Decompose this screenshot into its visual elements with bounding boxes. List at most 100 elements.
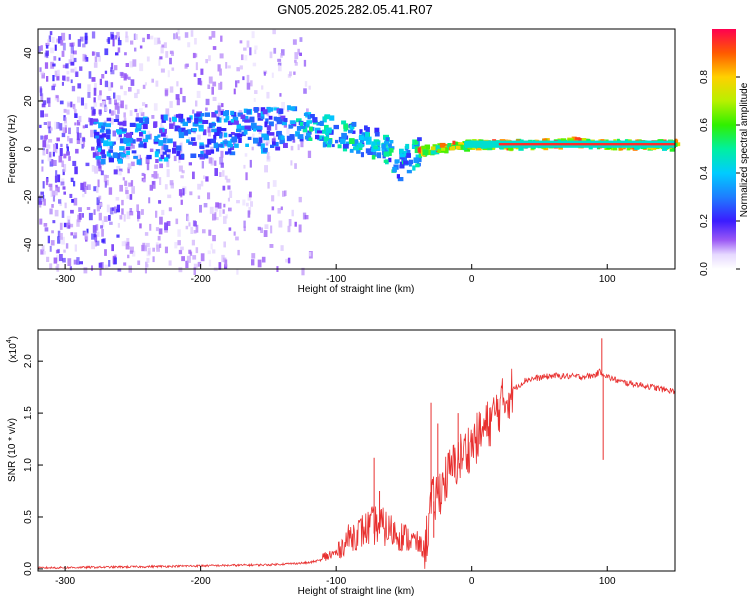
spectrogram-noise-cell (116, 204, 120, 213)
spectrogram-noise-cell (261, 137, 266, 144)
spectrogram-ridge-cell (280, 115, 286, 122)
spectrogram-noise-cell (277, 208, 281, 214)
spectrogram-noise-cell (238, 110, 243, 114)
spectrogram-noise-cell (77, 39, 81, 47)
spectrogram-ridge-cell (449, 146, 456, 151)
spectrogram-ridge-cell (365, 140, 371, 145)
spectrogram-noise-cell (280, 53, 283, 58)
spectrogram-noise-cell (116, 137, 120, 141)
spectrogram-noise-cell (66, 101, 71, 108)
spectrogram-noise-cell (106, 204, 110, 213)
spectrogram-ridge-cell (279, 108, 284, 114)
spectrogram-noise-cell (45, 178, 49, 186)
spectrogram-noise-cell (104, 70, 108, 74)
spectrogram-ridge-cell (194, 117, 199, 124)
spectrogram-noise-cell (70, 177, 74, 182)
spectrogram-ridge-cell (136, 128, 142, 132)
spectrogram-ridge-cell (100, 159, 106, 165)
spectrogram-noise-cell (69, 266, 72, 271)
spectrogram-noise-cell (252, 133, 255, 141)
spectrogram-ridge-cell (360, 152, 364, 158)
spectrogram-ridge-cell (97, 134, 103, 139)
spectrogram-ridge-cell (227, 148, 232, 154)
spectrogram-noise-cell (59, 148, 63, 156)
spectrogram-noise-cell (46, 144, 51, 149)
spectrogram-noise-cell (214, 168, 218, 176)
spectrogram-ridge-cell (281, 121, 287, 126)
spectrogram-noise-cell (254, 90, 258, 94)
spectrogram-noise-cell (77, 96, 81, 103)
spectrogram-ridge-cell (360, 139, 365, 143)
spectrogram-noise-cell (51, 204, 54, 208)
spectrogram-noise-cell (107, 81, 110, 88)
spectrogram-noise-cell (217, 64, 221, 72)
spectrogram-noise-cell (105, 175, 109, 179)
spectrogram-noise-cell (278, 114, 281, 119)
spectrogram-ridge-cell (203, 153, 209, 159)
spectrogram-noise-cell (147, 130, 151, 136)
spectrogram-noise-cell (165, 51, 169, 58)
spectrogram-noise-cell (149, 148, 154, 152)
spectrogram-ridge-cell (94, 135, 100, 139)
spectrogram-noise-cell (254, 49, 257, 55)
spectrogram-ridge-cell (317, 130, 323, 134)
spectrogram-noise-cell (113, 92, 116, 99)
spectrogram-noise-cell (220, 150, 224, 158)
spectrogram-ridge-cell (178, 113, 182, 119)
spectrogram-noise-cell (73, 180, 76, 187)
spectrogram-ridge-cell (183, 129, 189, 136)
spectrogram-noise-cell (193, 263, 198, 270)
spectrogram-ridge-cell (105, 123, 111, 128)
spectrogram-ridge-cell (169, 123, 174, 129)
spectrogram-noise-cell (123, 112, 126, 118)
spectrogram-ridge-cell (233, 117, 239, 122)
spectrogram-noise-cell (93, 102, 98, 107)
spectrogram-noise-cell (277, 62, 282, 66)
spectrogram-noise-cell (281, 102, 285, 110)
spectrogram-noise-cell (48, 35, 52, 42)
snr-spikes (373, 338, 604, 538)
spectrogram-noise-cell (84, 186, 87, 194)
spectrogram-noise-cell (42, 100, 47, 105)
spectrogram-noise-cell (273, 47, 277, 54)
spectrogram-noise-cell (45, 45, 49, 49)
snr-x-ticks: -300 -200 -100 0 100 (55, 566, 616, 587)
spectrogram-noise-cell (94, 150, 99, 158)
spectrogram-ridge-cell (236, 123, 241, 129)
spectrogram-ridge-cell (266, 130, 271, 136)
spectrogram-noise-cell (140, 112, 145, 117)
snr-y-tick-label: 0.5 (23, 510, 34, 524)
spectrogram-noise-cell (136, 112, 139, 119)
spectrogram-noise-cell (217, 202, 222, 209)
spectrogram-noise-cell (242, 199, 246, 206)
spectrogram-noise-cell (161, 209, 165, 216)
spectrogram-noise-cell (271, 195, 275, 202)
spectrogram-ridge-cell (245, 143, 249, 147)
spectrogram-noise-cell (82, 43, 86, 48)
spectrogram-noise-cell (267, 214, 271, 222)
spectrogram-noise-cell (87, 84, 91, 92)
spectrogram-noise-cell (74, 109, 77, 115)
spectrogram-noise-cell (233, 88, 236, 95)
spectrogram-noise-cell (137, 211, 141, 219)
spectrogram-noise-cell (47, 154, 52, 162)
spectrogram-ridge-cell (163, 145, 167, 151)
spectrogram-noise-cell (185, 225, 189, 230)
spectrogram-ridge-cell (213, 142, 219, 149)
spectrogram-noise-cell (146, 56, 150, 62)
spectrogram-noise-cell (249, 47, 252, 56)
spectrogram-noise-cell (74, 244, 77, 252)
spectrogram-ridge-cell (435, 145, 442, 151)
spectrogram-noise-cell (195, 247, 199, 254)
spectrogram-noise-cell (156, 173, 159, 179)
spectrogram-noise-cell (117, 223, 120, 228)
spectrogram-ridge-cell (243, 129, 248, 135)
spectrogram-ridge-cell (244, 119, 250, 123)
spectrogram-ridge-cell (161, 118, 166, 123)
spectrogram-y-ticks: -40 -20 0 20 40 (23, 47, 43, 252)
spectrogram-ridge-cell (231, 136, 238, 143)
spectrogram-ridge-cell (214, 110, 218, 114)
spectrogram-noise-cell (243, 47, 247, 51)
spectrogram-noise-cell (139, 108, 143, 114)
spectrogram-ridge-cell (266, 106, 271, 113)
